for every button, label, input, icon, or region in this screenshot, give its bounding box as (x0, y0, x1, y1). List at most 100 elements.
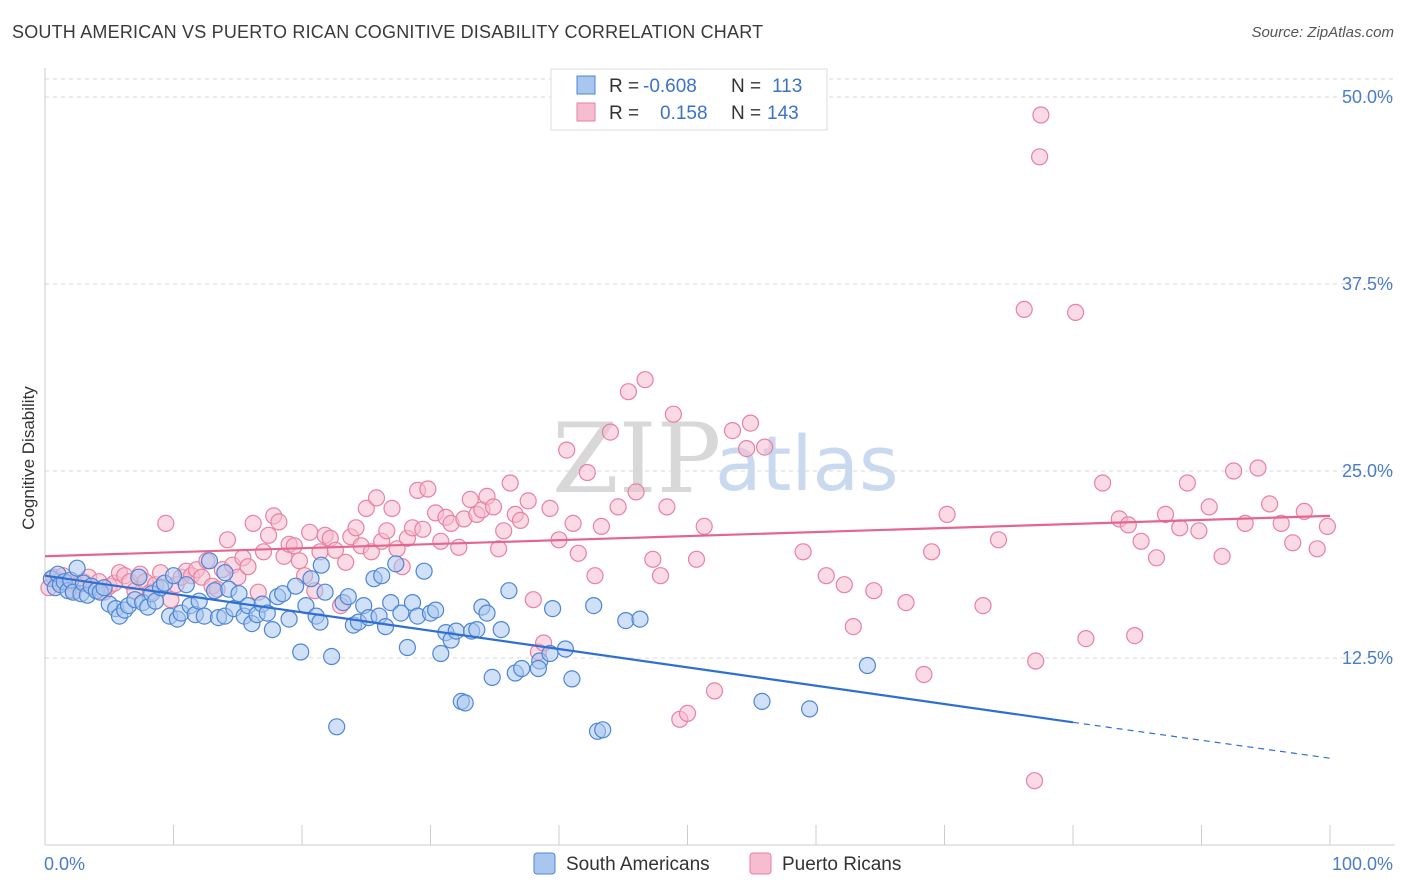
watermark-atlas: atlas (715, 419, 899, 508)
bottom-legend-puerto-ricans: Puerto Ricans (782, 854, 901, 875)
south-american-point (292, 643, 310, 661)
puerto-rican-point (578, 463, 596, 482)
legend-n-label-1: N = (731, 76, 761, 97)
bottom-legend: South Americans Puerto Ricans (533, 852, 901, 875)
puerto-rican-point (658, 498, 676, 516)
south-american-point (617, 611, 635, 630)
puerto-rican-point (270, 513, 288, 531)
puerto-rican-point (357, 499, 375, 517)
south-american-point (130, 568, 148, 586)
legend-n-value-2: 143 (767, 103, 799, 124)
puerto-rican-point (1156, 505, 1175, 524)
puerto-rican-point (1171, 519, 1189, 537)
south-american-point (529, 659, 548, 678)
south-american-point (415, 562, 433, 580)
puerto-rican-point (290, 552, 308, 570)
puerto-rican-point (915, 665, 933, 684)
puerto-rican-point (687, 550, 706, 568)
puerto-rican-point (627, 483, 645, 501)
puerto-rican-point (737, 440, 756, 458)
south-american-point (585, 596, 603, 615)
puerto-rican-point (1030, 148, 1049, 166)
south-american-point (382, 593, 400, 612)
south-american-point (274, 585, 292, 603)
south-american-point (164, 567, 183, 585)
y-tick-label: 50.0% (1342, 87, 1393, 107)
south-american-point (376, 617, 395, 636)
puerto-rican-point (239, 558, 257, 576)
puerto-rican-point (844, 617, 862, 636)
puerto-rican-point (1318, 517, 1337, 536)
legend-swatch-puerto-ricans (576, 102, 596, 122)
puerto-rican-point (695, 517, 713, 536)
south-american-point (543, 599, 562, 618)
puerto-rican-point (1308, 540, 1326, 558)
puerto-rican-point (218, 531, 237, 549)
puerto-rican-point (705, 682, 724, 700)
puerto-rican-point (1272, 514, 1290, 533)
puerto-rican-point (1132, 532, 1150, 550)
puerto-rican-point (1119, 516, 1137, 534)
south-american-point (230, 585, 248, 603)
bottom-legend-swatch-puerto-ricans (749, 852, 772, 875)
y-tick-label: 12.5% (1342, 648, 1393, 668)
y-tick-label: 37.5% (1342, 274, 1393, 294)
trend-lines (44, 514, 1331, 759)
puerto-rican-point (592, 517, 611, 536)
south-american-point (858, 656, 877, 675)
south-american-point (190, 592, 208, 610)
y-tick-label: 25.0% (1342, 461, 1393, 481)
south-american-point (468, 620, 486, 639)
legend-swatch-south-americans (576, 75, 596, 95)
south-american-point (447, 622, 465, 640)
south-american-point (753, 692, 771, 711)
south-american-point (339, 588, 357, 606)
south-american-point (541, 644, 559, 663)
south-american-point (195, 607, 213, 625)
puerto-rican-point (378, 522, 396, 540)
puerto-rican-point (254, 543, 273, 561)
south-american-point (302, 570, 320, 588)
south-american-point (177, 576, 195, 594)
south-american-point (398, 638, 416, 657)
puerto-rican-point (347, 519, 365, 537)
south-american-point (800, 700, 819, 718)
south-american-point (312, 556, 330, 574)
legend-r-value-1: -0.608 (643, 76, 697, 97)
puerto-rican-point (922, 543, 941, 561)
puerto-rican-point (974, 596, 992, 615)
puerto-rican-point (1213, 547, 1231, 565)
puerto-rican-point (484, 498, 503, 516)
puerto-rican-point (1126, 626, 1144, 645)
puerto-rican-point (490, 540, 508, 558)
south-american-point (206, 582, 224, 600)
puerto-rican-point (989, 531, 1008, 549)
south-american-point (500, 582, 518, 600)
south-american-point (483, 668, 501, 687)
south-american-point (200, 552, 219, 570)
puerto-rican-point (511, 511, 530, 530)
puerto-rican-point (260, 526, 278, 544)
puerto-rican-point (644, 550, 662, 568)
puerto-rican-point (1066, 303, 1085, 321)
puerto-rican-point (835, 576, 853, 594)
puerto-rican-point (794, 543, 812, 561)
bottom-legend-south-americans: South Americans (566, 854, 710, 875)
puerto-rican-trend-line (44, 514, 1331, 558)
puerto-rican-point (636, 371, 654, 389)
puerto-rican-point (432, 532, 450, 550)
puerto-rican-point (519, 492, 537, 510)
puerto-rican-point (524, 591, 542, 609)
south-american-point (316, 583, 334, 601)
puerto-rican-point (1025, 772, 1044, 790)
puerto-rican-point (558, 441, 576, 459)
puerto-rican-point (1224, 462, 1243, 480)
x-tick-label-start: 0.0% (44, 854, 85, 874)
puerto-rican-point (1284, 534, 1302, 552)
puerto-rican-point (301, 523, 319, 541)
puerto-rican-point (1077, 629, 1095, 648)
puerto-rican-point (1093, 474, 1112, 492)
legend-n-value-1: 113 (772, 76, 802, 97)
puerto-rican-point (1032, 106, 1050, 124)
south-american-point (432, 644, 450, 663)
